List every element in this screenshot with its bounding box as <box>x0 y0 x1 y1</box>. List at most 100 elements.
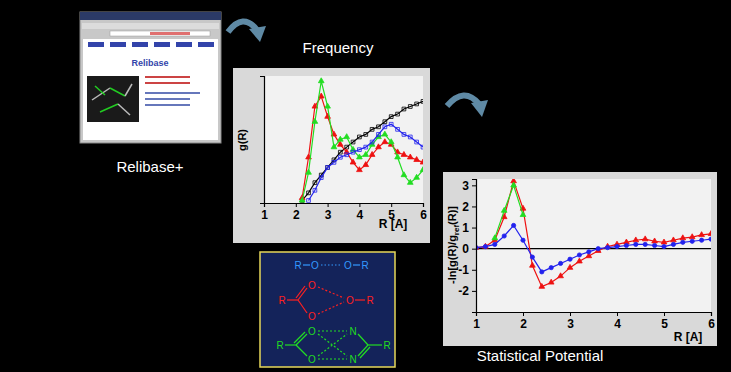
marker <box>414 157 420 162</box>
atom-label: O <box>308 311 316 322</box>
structure-bond <box>118 104 130 115</box>
marker <box>350 159 356 164</box>
marker <box>363 151 369 156</box>
marker <box>408 105 412 109</box>
marker <box>319 176 323 180</box>
atom-label: R <box>278 295 285 306</box>
plot-marks <box>476 179 711 288</box>
tick-label: 1 <box>261 208 268 222</box>
marker <box>382 131 388 136</box>
marker <box>689 234 695 239</box>
axis-line <box>260 77 265 204</box>
tick: -1 <box>458 263 476 277</box>
marker <box>502 234 506 238</box>
marker <box>493 242 497 246</box>
marker <box>318 78 324 83</box>
tick: 4 <box>614 312 621 331</box>
series-line <box>309 124 423 200</box>
marker <box>402 107 406 111</box>
atom-label: R <box>383 340 390 351</box>
marker <box>370 140 374 144</box>
axis-line <box>472 180 477 313</box>
toolbar <box>82 23 219 29</box>
tick-label: 0 <box>462 242 469 256</box>
tick-mark <box>328 203 329 207</box>
atom-label: O <box>346 295 354 306</box>
tick: 3 <box>325 203 332 222</box>
bond <box>368 344 382 345</box>
nav-button <box>110 42 126 47</box>
marker <box>530 262 536 267</box>
tick-mark <box>423 203 424 207</box>
marker <box>652 243 656 247</box>
screenshot-caption: Relibase+ <box>116 158 183 175</box>
screenshot: Relibase <box>80 12 221 143</box>
tick-label: 2 <box>462 200 469 214</box>
tick-mark <box>359 203 360 207</box>
structure-bond <box>110 88 125 96</box>
tick-mark <box>391 203 392 207</box>
title-bar <box>80 12 221 20</box>
address-highlight <box>150 32 190 35</box>
marker <box>539 283 545 288</box>
bond <box>294 332 305 343</box>
marker <box>421 100 423 104</box>
marker <box>624 243 628 247</box>
tick-label: -2 <box>458 284 469 298</box>
tick-mark <box>296 203 297 207</box>
axis-line <box>265 204 424 208</box>
marker <box>483 244 487 248</box>
diagram-box <box>260 252 395 367</box>
chart-panel <box>233 68 430 243</box>
tick: 0 <box>462 242 476 256</box>
nav-button <box>88 42 104 47</box>
marker <box>643 242 647 246</box>
axis: -2-10123 <box>458 179 476 313</box>
tick: 1 <box>473 312 480 331</box>
marker <box>363 162 369 167</box>
marker <box>388 139 394 144</box>
marker <box>331 144 337 149</box>
interaction <box>318 287 344 298</box>
series-line <box>302 81 423 200</box>
arrow-head <box>471 100 488 117</box>
tick-label: 3 <box>325 208 332 222</box>
atom-label: O <box>308 354 316 365</box>
nav-button <box>198 42 214 47</box>
marker <box>671 242 675 246</box>
page-heading: Relibase <box>131 58 168 68</box>
interaction <box>318 334 347 356</box>
marker <box>699 232 705 237</box>
tick-label: 5 <box>661 317 668 331</box>
marker <box>370 127 374 131</box>
marker <box>483 243 489 248</box>
marker <box>690 239 694 243</box>
marker <box>549 266 553 270</box>
plot-marks <box>299 78 423 203</box>
x-axis-label: R [A] <box>379 217 408 231</box>
arrow <box>447 95 488 117</box>
tick-label: 4 <box>614 317 621 331</box>
y-label-part: g(R) <box>236 129 248 151</box>
tick-mark <box>472 270 476 271</box>
page-area <box>83 39 218 140</box>
series-line <box>476 181 711 287</box>
marker <box>338 155 342 159</box>
text-line <box>145 98 190 100</box>
atom-label: O <box>308 326 316 337</box>
marker <box>501 207 507 212</box>
marker <box>558 273 564 278</box>
tick-label: 1 <box>462 221 469 235</box>
marker <box>708 231 711 236</box>
marker <box>420 167 423 172</box>
marker <box>337 136 343 141</box>
tick-mark <box>570 312 571 316</box>
tick-label: 2 <box>520 317 527 331</box>
diagram: ROORROOORROONNR <box>260 252 395 367</box>
marker <box>548 279 554 284</box>
bond <box>296 286 305 298</box>
marker <box>596 247 600 251</box>
interaction <box>318 330 347 331</box>
atom-label: O <box>344 260 352 271</box>
marker <box>306 169 312 174</box>
